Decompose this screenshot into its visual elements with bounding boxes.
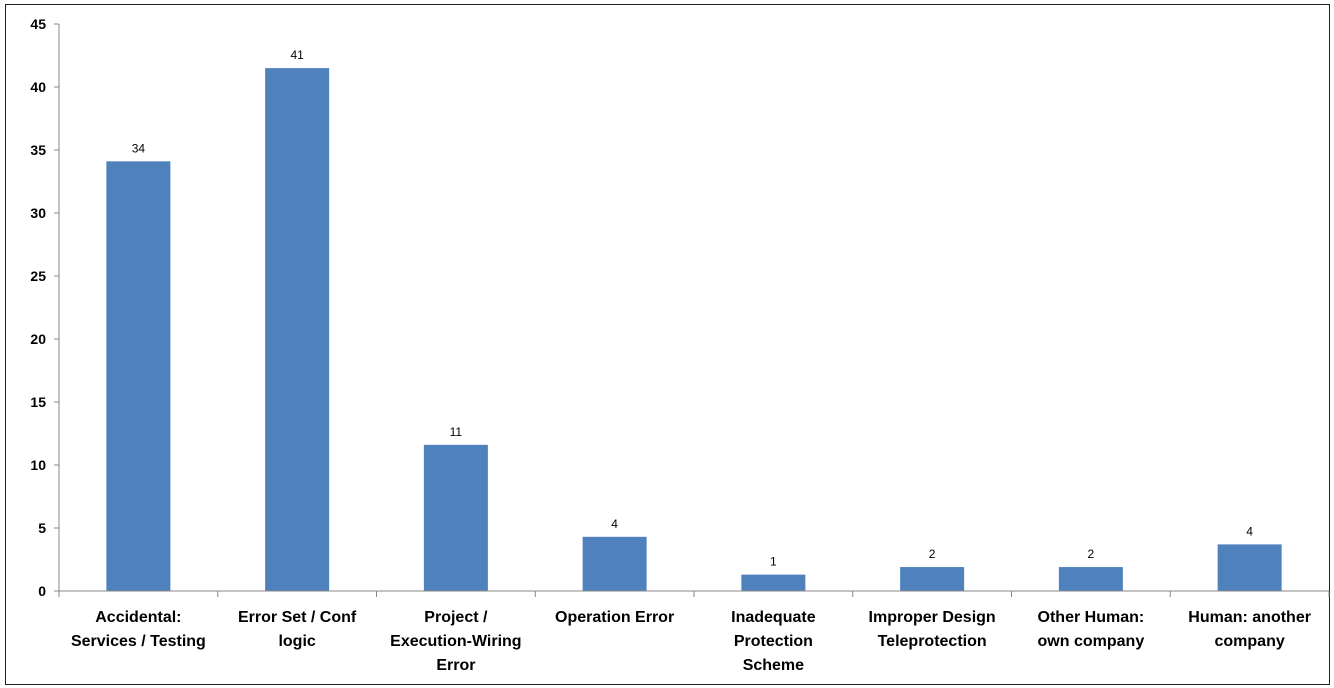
data-label: 1 <box>770 555 777 569</box>
data-label: 41 <box>290 48 304 62</box>
y-tick-label: 40 <box>30 79 46 95</box>
category-label: Improper Design Teleprotection <box>869 609 996 650</box>
data-label: 2 <box>1088 547 1095 561</box>
data-label: 34 <box>132 141 146 155</box>
data-label: 2 <box>929 547 936 561</box>
y-tick-label: 35 <box>30 142 46 158</box>
category-label: Project / Execution-Wiring Error <box>390 609 521 674</box>
category-label: Operation Error <box>555 609 674 626</box>
y-tick-label: 45 <box>30 16 46 32</box>
y-tick-label: 0 <box>38 583 46 599</box>
category-label: Inadequate Protection Scheme <box>731 609 816 674</box>
category-label: Accidental: Services / Testing <box>71 609 206 650</box>
y-tick-label: 5 <box>38 520 46 536</box>
category-label: Error Set / Conf logic <box>238 609 357 650</box>
y-tick-label: 30 <box>30 205 46 221</box>
bar <box>741 574 806 591</box>
y-tick-label: 25 <box>30 268 46 284</box>
bar <box>423 444 488 591</box>
bar <box>1058 567 1123 591</box>
category-label: Other Human: own company <box>1038 609 1145 650</box>
bar <box>106 161 171 591</box>
chart-frame: 0 5 10 15 20 25 30 35 40 45 34 41 11 4 1 2 2 4 Accidenta… <box>5 4 1330 685</box>
data-label: 11 <box>450 425 463 439</box>
category-label: Human: another company <box>1188 609 1311 650</box>
bar <box>900 567 965 591</box>
data-label: 4 <box>1246 524 1253 538</box>
y-tick-label: 15 <box>30 394 46 410</box>
bar <box>582 536 647 591</box>
bar <box>265 68 330 592</box>
data-label: 4 <box>611 517 618 531</box>
y-tick-label: 20 <box>30 331 46 347</box>
y-tick-label: 10 <box>30 457 46 473</box>
bar <box>1217 544 1282 591</box>
